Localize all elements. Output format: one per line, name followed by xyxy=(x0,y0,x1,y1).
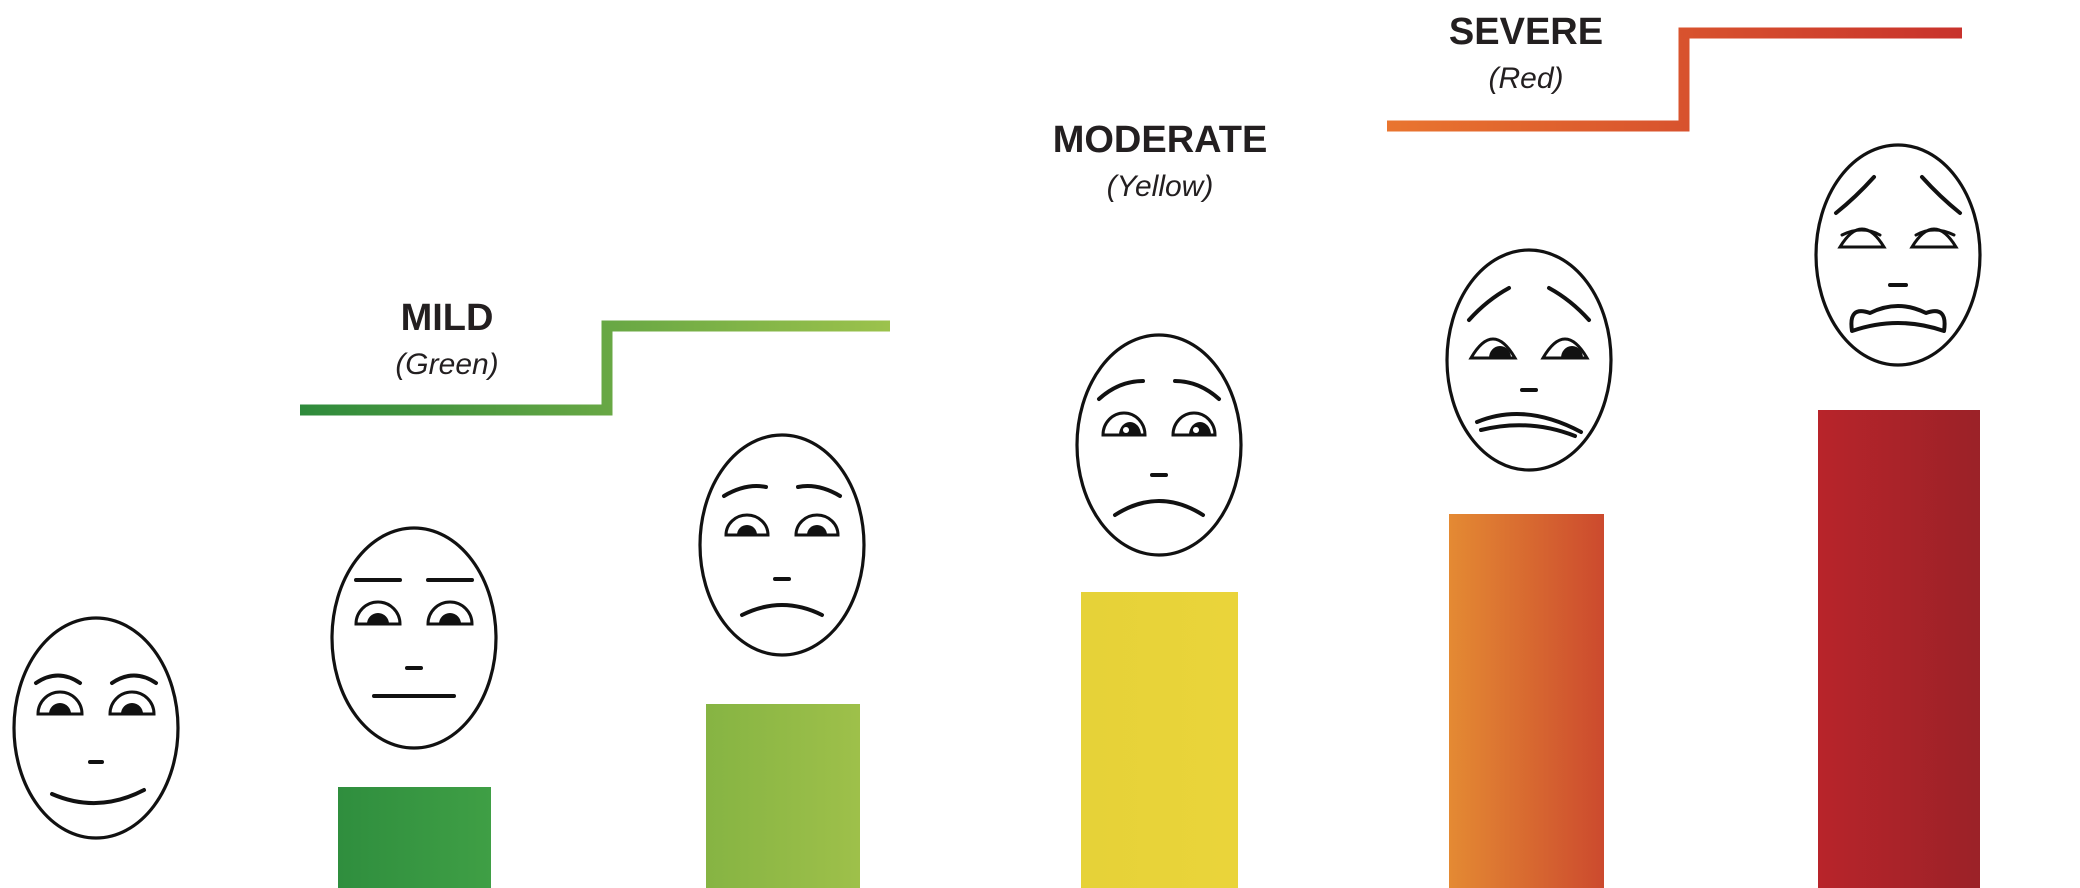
category-mild: MILD (Green) xyxy=(300,297,890,416)
level-5-bar xyxy=(1818,410,1980,888)
category-moderate: MODERATE (Yellow) xyxy=(1013,119,1305,236)
category-severe: SEVERE (Red) xyxy=(1387,11,1962,132)
category-moderate-subtitle: (Yellow) xyxy=(1107,170,1214,203)
category-severe-step-line xyxy=(1387,27,1962,132)
level-2-bar xyxy=(706,704,860,888)
category-mild-title: MILD xyxy=(401,297,494,339)
category-severe-subtitle: (Red) xyxy=(1488,62,1563,95)
level-1-bar xyxy=(338,787,491,888)
slightly-sad-face-icon xyxy=(698,433,866,657)
category-severe-title: SEVERE xyxy=(1449,11,1603,53)
very-sad-face-icon xyxy=(1445,248,1613,472)
category-moderate-title: MODERATE xyxy=(1053,119,1268,161)
category-mild-subtitle: (Green) xyxy=(395,348,498,381)
sad-face-icon xyxy=(1075,333,1243,557)
distressed-face-icon xyxy=(1814,143,1982,367)
level-3-bar xyxy=(1081,592,1238,888)
category-mild-step-line xyxy=(300,320,890,416)
smiling-face-icon xyxy=(12,616,180,840)
level-4-bar xyxy=(1449,514,1604,888)
neutral-face-icon xyxy=(330,526,498,750)
